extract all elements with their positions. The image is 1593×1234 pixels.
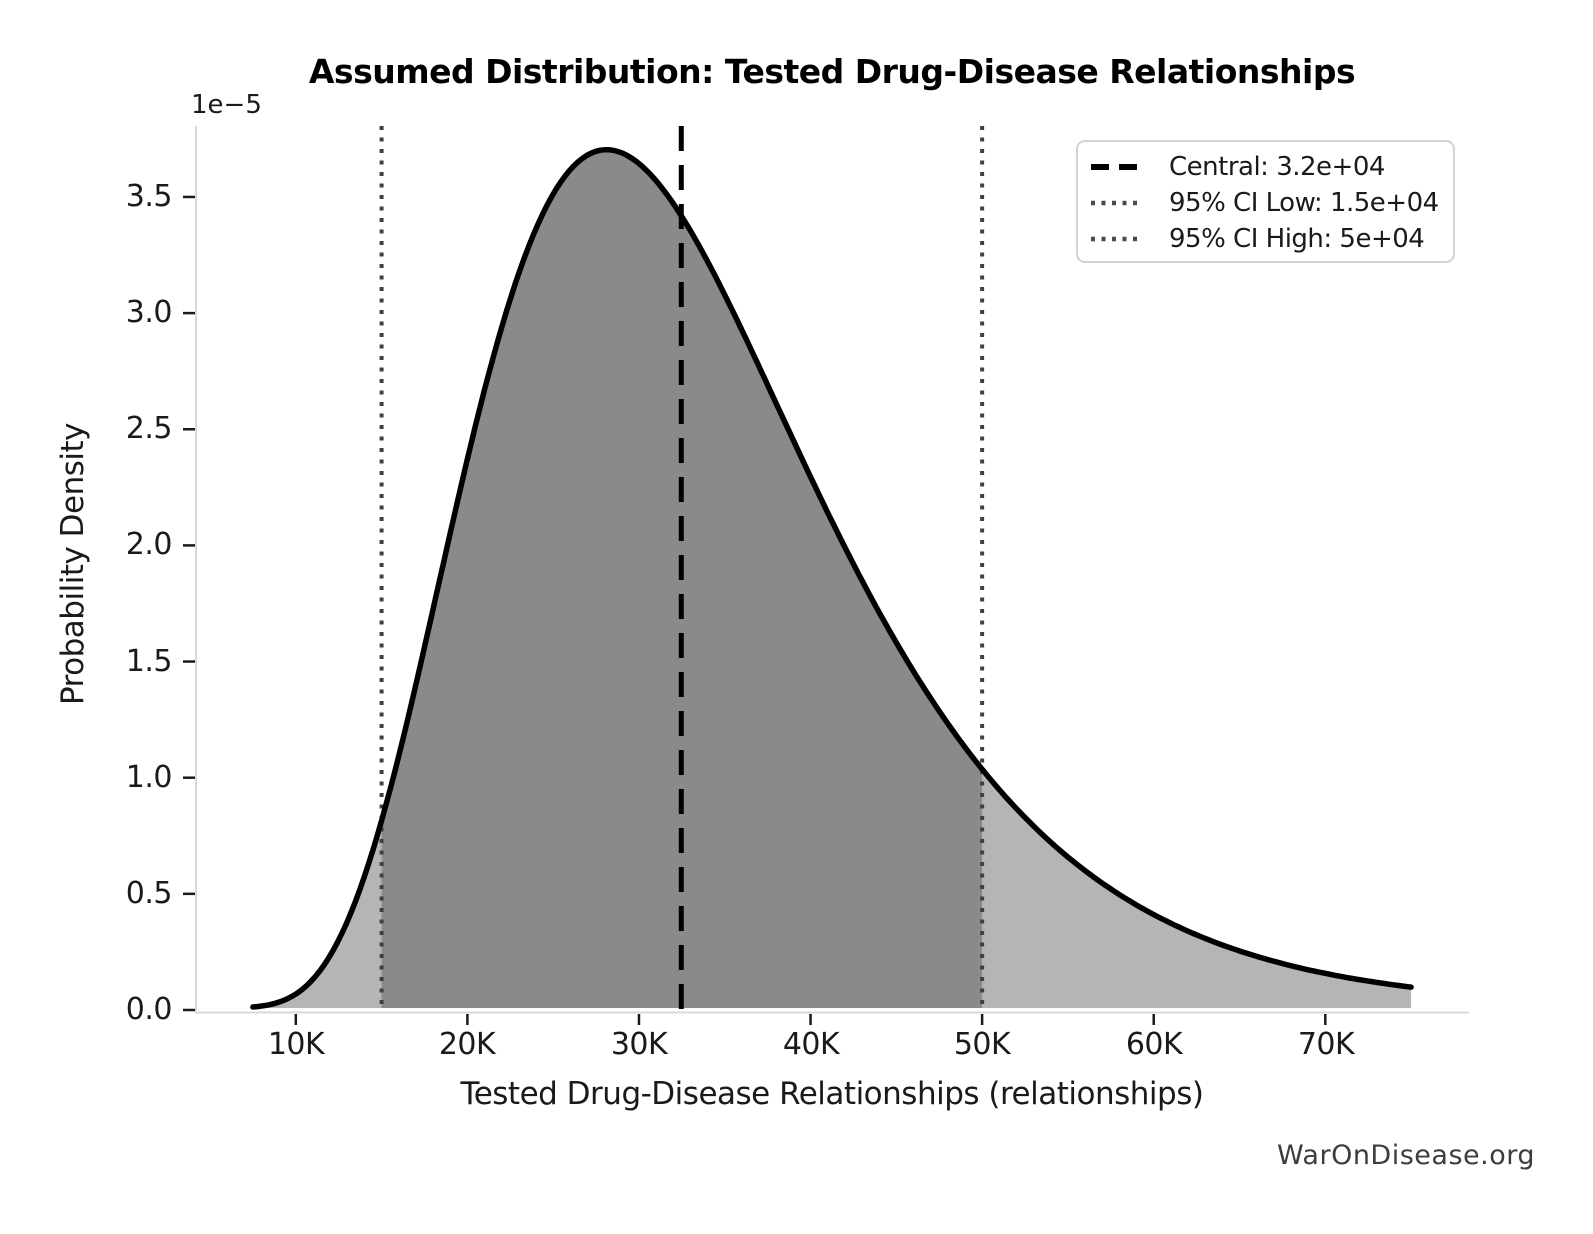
- y-axis-offset-label: 1e−5: [191, 90, 262, 120]
- y-tick-label-3.5: 3.5: [125, 179, 173, 214]
- x-tick-label-30K: 30K: [610, 1027, 668, 1062]
- y-tick-label-2.0: 2.0: [125, 527, 173, 562]
- density-curve: [250, 146, 1414, 1010]
- legend-item-ci-high: 95% CI High: 5e+04: [1090, 221, 1453, 257]
- y-tick-label-3.0: 3.0: [125, 295, 173, 330]
- legend: Central: 3.2e+04 95% CI Low: 1.5e+04 95%…: [1076, 140, 1455, 263]
- x-axis-label: Tested Drug-Disease Relationships (relat…: [460, 1076, 1204, 1112]
- y-axis-label: Probability Density: [55, 422, 91, 706]
- dotted-line-icon: [1091, 200, 1143, 206]
- chart-title: Assumed Distribution: Tested Drug-Diseas…: [308, 52, 1356, 91]
- dashed-line-icon: [1091, 164, 1143, 170]
- legend-item-ci-low: 95% CI Low: 1.5e+04: [1090, 185, 1453, 221]
- legend-item-central: Central: 3.2e+04: [1090, 149, 1453, 185]
- x-tick-label-40K: 40K: [782, 1027, 840, 1062]
- legend-label-ci-low: 95% CI Low: 1.5e+04: [1169, 188, 1439, 218]
- x-tick-label-70K: 70K: [1297, 1027, 1355, 1062]
- x-tick-label-50K: 50K: [953, 1027, 1011, 1062]
- x-tick-label-60K: 60K: [1125, 1027, 1183, 1062]
- y-tick-label-1.0: 1.0: [125, 760, 173, 795]
- y-tick-label-0.5: 0.5: [125, 876, 173, 911]
- dotted-line-icon: [1091, 236, 1143, 242]
- x-tick-label-10K: 10K: [267, 1027, 325, 1062]
- y-tick-label-1.5: 1.5: [125, 644, 173, 679]
- watermark: WarOnDisease.org: [1276, 1140, 1535, 1171]
- legend-label-ci-high: 95% CI High: 5e+04: [1169, 224, 1425, 254]
- y-tick-label-0.0: 0.0: [125, 992, 173, 1027]
- x-tick-label-20K: 20K: [438, 1027, 496, 1062]
- legend-label-central: Central: 3.2e+04: [1169, 152, 1385, 182]
- y-tick-label-2.5: 2.5: [125, 411, 173, 446]
